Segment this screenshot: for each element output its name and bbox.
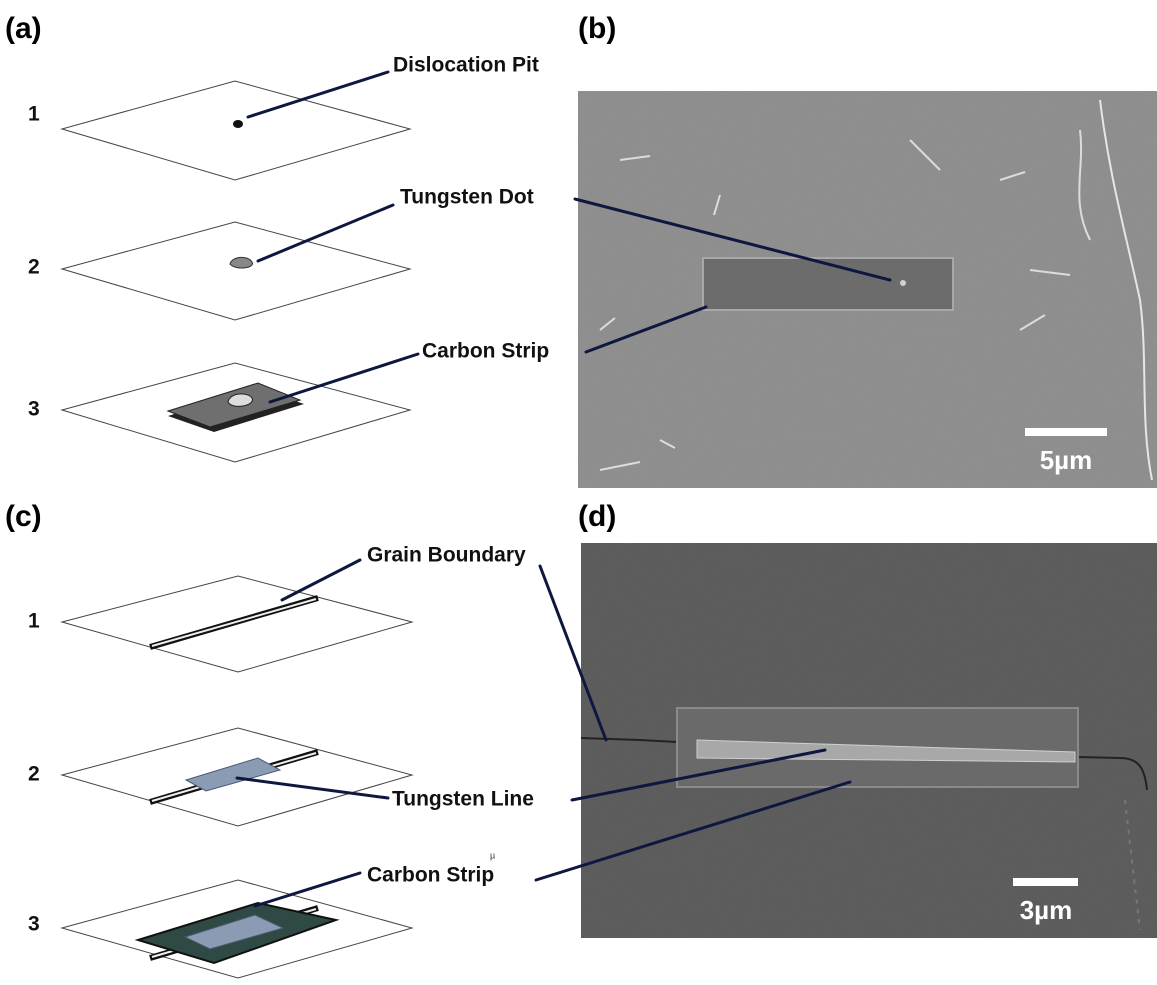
panel-label: (c) (5, 500, 42, 533)
callout: Grain Boundary (367, 544, 526, 567)
callout: Tungsten Line (392, 788, 534, 811)
callout: Dislocation Pit (393, 54, 539, 77)
panel-label: (a) (5, 12, 42, 45)
step-number: 1 (28, 610, 40, 633)
carbon-strip (703, 258, 953, 310)
dislocation-pit (233, 120, 243, 128)
tungsten-dot (900, 280, 906, 286)
step-number: 1 (28, 103, 40, 126)
figure: (a) (b) (c) (d) 5µm 3µm 1 2 3 Dislocatio… (0, 0, 1157, 980)
panel-label: (d) (578, 500, 616, 533)
step-number: 2 (28, 763, 40, 786)
sem-image-d: 3µm (581, 543, 1157, 938)
page: {"panel_labels": ["(a)", "(b)", "(c)", "… (0, 0, 1157, 980)
callout: Tungsten Dot (400, 186, 534, 209)
scale-bar-label: 5µm (1040, 445, 1093, 475)
stray-mark: µ (490, 850, 495, 860)
scale-bar (1025, 428, 1107, 436)
sample-plane (62, 81, 410, 180)
callout: Carbon Strip (367, 864, 494, 887)
sem-image-b: 5µm (578, 91, 1157, 488)
sample-plane (62, 222, 410, 320)
step-number: 3 (28, 398, 40, 421)
leader-line (282, 560, 360, 600)
step-number: 3 (28, 913, 40, 936)
scale-bar-label: 3µm (1020, 895, 1073, 925)
panel-label: (b) (578, 12, 616, 45)
callout: Carbon Strip (422, 340, 549, 363)
step-number: 2 (28, 256, 40, 279)
tungsten-dot (228, 394, 252, 406)
scale-bar (1013, 878, 1078, 886)
tungsten-dot (230, 257, 253, 268)
